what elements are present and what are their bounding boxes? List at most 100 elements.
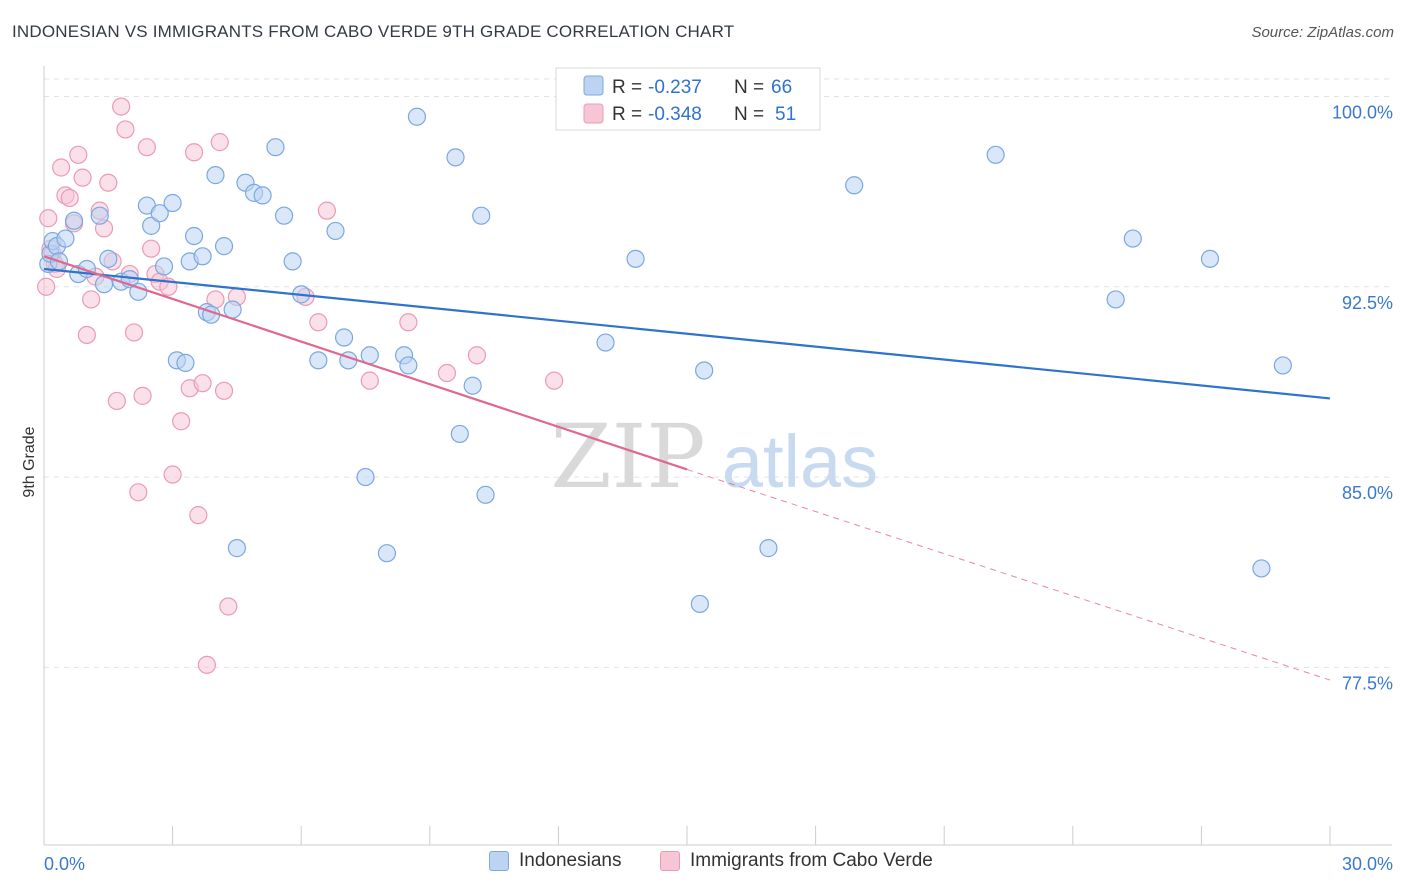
indonesians-point — [266, 138, 285, 157]
y-tick-label-1: 85.0% — [1342, 483, 1393, 503]
trend-line-cabo-verde-extension — [686, 468, 1331, 681]
indonesians-point — [596, 333, 615, 352]
indonesians-point — [184, 226, 204, 246]
indonesians-point — [463, 376, 482, 395]
cabo-verde-point — [184, 143, 204, 162]
cabo-verde-point — [73, 168, 92, 187]
legend-swatch-indonesians-bottom — [489, 851, 509, 871]
indonesians-point — [99, 249, 118, 268]
legend-box: R = -0.237 N = 66 R = -0.348 N = 51 — [555, 67, 821, 131]
indonesians-point — [274, 206, 294, 225]
legend-n-value-2: 51 — [775, 104, 796, 125]
watermark: ZIP atlas — [550, 405, 878, 508]
y-tick-label-3: 100.0% — [1332, 102, 1393, 122]
indonesians-point — [472, 206, 491, 225]
indonesians-point — [90, 206, 109, 225]
indonesians-point — [253, 186, 272, 205]
indonesians-point — [326, 221, 345, 241]
legend-r-value-2: -0.348 — [648, 104, 702, 125]
indonesians-point — [283, 252, 302, 271]
indonesians-point — [193, 247, 212, 266]
cabo-verde-point — [317, 201, 337, 220]
cabo-verde-point — [309, 313, 328, 332]
cabo-verde-point — [124, 323, 144, 342]
trend-line-cabo-verde — [43, 255, 688, 471]
cabo-verde-point — [69, 145, 88, 164]
indonesians-point — [695, 361, 714, 380]
y-tick-label-2: 92.5% — [1342, 293, 1393, 313]
indonesians-point — [223, 300, 242, 319]
x-tick-label-0: 0.0% — [44, 854, 85, 874]
legend-item-cabo-verde[interactable]: Immigrants from Cabo Verde — [660, 850, 933, 872]
indonesians-point — [150, 204, 169, 223]
series-indonesians-points — [39, 107, 1292, 614]
grid-lines — [44, 78, 1392, 668]
indonesians-point — [142, 216, 161, 235]
indonesians-point — [214, 237, 234, 256]
cabo-verde-point — [189, 506, 208, 525]
cabo-verde-point — [129, 483, 148, 502]
cabo-verde-point — [193, 374, 212, 393]
legend-item-indonesians[interactable]: Indonesians — [489, 850, 621, 872]
bottom-legend: Indonesians Immigrants from Cabo Verde — [0, 850, 1406, 880]
legend-swatch-cabo-verde-bottom — [660, 851, 680, 871]
indonesians-point — [64, 211, 84, 230]
cabo-verde-point — [52, 158, 71, 177]
indonesians-point — [407, 107, 427, 126]
legend-r-value-1: -0.237 — [648, 77, 702, 98]
cabo-verde-point — [99, 173, 118, 192]
x-tick-labels: 0.0% 30.0% — [44, 854, 1393, 874]
legend-r-label-1: R = — [612, 77, 642, 98]
cabo-verde-point — [60, 188, 79, 208]
cabo-verde-point — [82, 290, 101, 309]
legend-r-label-2: R = — [612, 104, 642, 125]
axes — [43, 66, 1392, 846]
y-axis-label: 9th Grade — [21, 426, 38, 497]
cabo-verde-point — [137, 138, 156, 157]
watermark-atlas: atlas — [722, 420, 878, 503]
cabo-verde-point — [116, 120, 135, 139]
y-tick-label-0: 77.5% — [1342, 673, 1393, 693]
indonesians-point — [1252, 559, 1271, 578]
indonesians-point — [227, 539, 246, 558]
indonesians-point — [176, 353, 195, 372]
legend-label-indonesians: Indonesians — [519, 850, 622, 871]
cabo-verde-point — [172, 412, 191, 431]
legend-n-label-1: N = — [734, 77, 764, 98]
source-label: Source: ZipAtlas.com — [1251, 24, 1394, 41]
cabo-verde-point — [163, 465, 182, 484]
cabo-verde-point — [142, 239, 161, 258]
indonesians-point — [334, 328, 354, 347]
indonesians-point — [476, 485, 495, 504]
indonesians-point — [399, 356, 418, 375]
indonesians-point — [845, 176, 864, 195]
indonesians-point — [1273, 356, 1292, 375]
legend-n-value-1: 66 — [771, 77, 792, 98]
cabo-verde-point — [545, 371, 564, 390]
cabo-verde-point — [37, 277, 56, 296]
cabo-verde-point — [133, 386, 152, 405]
x-tick-label-1: 30.0% — [1342, 854, 1393, 874]
cabo-verde-point — [399, 313, 418, 332]
indonesians-point — [129, 282, 148, 301]
indonesians-point — [626, 249, 645, 268]
indonesians-point — [377, 544, 397, 563]
indonesians-point — [690, 594, 709, 614]
cabo-verde-point — [77, 325, 96, 345]
indonesians-point — [450, 424, 469, 444]
indonesians-point — [1123, 229, 1142, 248]
legend-swatch-indonesians — [583, 75, 604, 96]
indonesians-point — [1200, 249, 1220, 268]
cabo-verde-point — [107, 391, 126, 411]
y-tick-labels: 77.5% 85.0% 92.5% 100.0% — [1332, 102, 1393, 693]
indonesians-point — [309, 351, 328, 370]
cabo-verde-point — [214, 381, 234, 400]
cabo-verde-point — [437, 363, 457, 383]
chart-title: INDONESIAN VS IMMIGRANTS FROM CABO VERDE… — [12, 22, 735, 41]
trend-lines — [43, 255, 1331, 681]
indonesians-point — [163, 193, 182, 213]
cabo-verde-point — [467, 346, 487, 365]
cabo-verde-point — [39, 209, 58, 228]
indonesians-point — [154, 257, 174, 276]
